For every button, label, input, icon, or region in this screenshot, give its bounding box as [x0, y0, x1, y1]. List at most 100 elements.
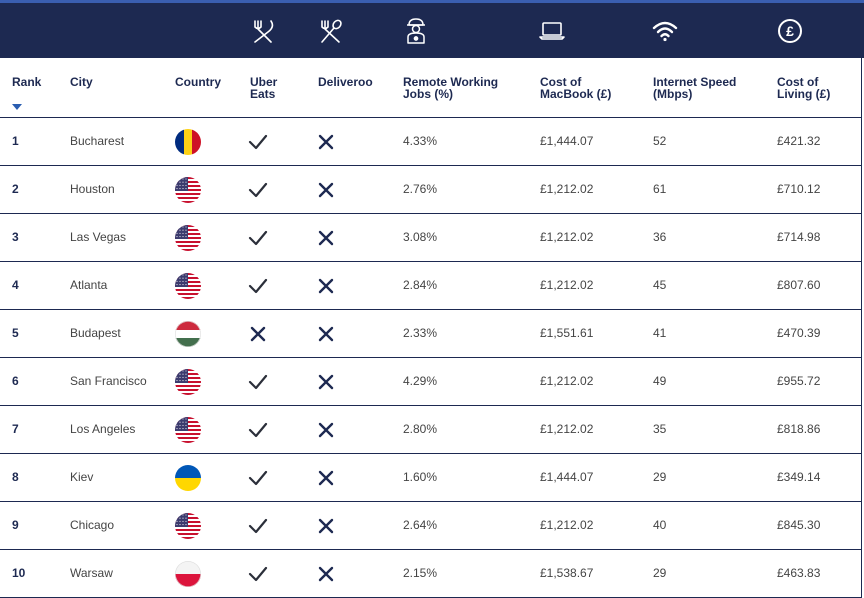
table-header: Rank City Country Uber Eats Deliveroo Rem…	[0, 58, 862, 118]
fork-spoon-icon	[317, 17, 345, 45]
remote-worker-icon	[402, 17, 430, 45]
macbook-cost-cell: £1,212.02	[540, 182, 594, 196]
cross-icon	[316, 324, 336, 344]
rank-cell: 5	[12, 326, 19, 340]
cross-icon	[316, 180, 336, 200]
table-row: 2 Houston 2.76% £1,212.02 61 £710.12	[0, 166, 862, 214]
poland-flag-icon	[175, 561, 201, 587]
remote-jobs-cell: 2.64%	[403, 518, 438, 532]
remote-jobs-cell: 2.76%	[403, 182, 438, 196]
deliveroo-column-header[interactable]: Deliveroo	[318, 75, 373, 89]
remote-jobs-cell: 1.60%	[403, 470, 438, 484]
city-cell: Atlanta	[70, 278, 108, 292]
cross-icon	[316, 276, 336, 296]
macbook-cost-cell: £1,212.02	[540, 422, 594, 436]
usa-flag-icon	[175, 273, 201, 299]
table-row: 1 Bucharest 4.33% £1,444.07 52 £421.32	[0, 118, 862, 166]
macbook-cost-cell: £1,212.02	[540, 374, 594, 388]
usa-flag-icon	[175, 513, 201, 539]
pound-icon: £	[776, 17, 804, 45]
cross-icon	[316, 468, 336, 488]
remote-jobs-cell: 4.33%	[403, 134, 438, 148]
cost-of-living-cell: £807.60	[777, 278, 821, 292]
macbook-cost-column-header[interactable]: Cost of MacBook (£)	[540, 75, 612, 101]
cost-of-living-cell: £463.83	[777, 566, 821, 580]
cost-of-living-cell: £470.39	[777, 326, 821, 340]
cost-of-living-column-header[interactable]: Cost of Living (£)	[777, 75, 831, 101]
cross-icon	[316, 372, 336, 392]
checkmark-icon	[248, 228, 268, 248]
sort-descending-icon[interactable]	[12, 104, 22, 110]
internet-speed-cell: 40	[653, 518, 667, 532]
internet-speed-cell: 29	[653, 470, 667, 484]
internet-speed-cell: 35	[653, 422, 667, 436]
header-icon-bar: £	[0, 0, 864, 58]
macbook-cost-cell: £1,212.02	[540, 518, 594, 532]
rank-cell: 4	[12, 278, 19, 292]
city-cell: Chicago	[70, 518, 115, 532]
table-row: 4 Atlanta 2.84% £1,212.02 45 £807.60	[0, 262, 862, 310]
table-row: 7 Los Angeles 2.80% £1,212.02 35 £818.86	[0, 406, 862, 454]
checkmark-icon	[248, 564, 268, 584]
country-column-header[interactable]: Country	[175, 75, 221, 89]
city-column-header[interactable]: City	[70, 75, 93, 89]
rank-cell: 6	[12, 374, 19, 388]
usa-flag-icon	[175, 225, 201, 251]
remote-jobs-column-header[interactable]: Remote Working Jobs (%)	[403, 75, 499, 101]
cross-icon	[316, 516, 336, 536]
internet-speed-cell: 61	[653, 182, 667, 196]
cost-of-living-cell: £349.14	[777, 470, 821, 484]
cross-icon	[316, 564, 336, 584]
cost-of-living-cell: £714.98	[777, 230, 821, 244]
table-row: 10 Warsaw 2.15% £1,538.67 29 £463.83	[0, 550, 862, 598]
cost-of-living-cell: £818.86	[777, 422, 821, 436]
city-cell: Budapest	[70, 326, 121, 340]
internet-speed-column-header[interactable]: Internet Speed (Mbps)	[653, 75, 737, 101]
macbook-cost-cell: £1,212.02	[540, 230, 594, 244]
macbook-cost-cell: £1,444.07	[540, 134, 594, 148]
table-row: 3 Las Vegas 3.08% £1,212.02 36 £714.98	[0, 214, 862, 262]
cost-of-living-cell: £955.72	[777, 374, 821, 388]
internet-speed-cell: 29	[653, 566, 667, 580]
macbook-cost-cell: £1,212.02	[540, 278, 594, 292]
remote-jobs-cell: 2.15%	[403, 566, 438, 580]
macbook-cost-cell: £1,551.61	[540, 326, 594, 340]
ranking-table: Rank City Country Uber Eats Deliveroo Rem…	[0, 58, 862, 598]
svg-text:£: £	[786, 23, 794, 39]
laptop-icon	[538, 17, 566, 45]
cross-icon	[316, 420, 336, 440]
usa-flag-icon	[175, 417, 201, 443]
city-cell: Houston	[70, 182, 115, 196]
cost-of-living-cell: £845.30	[777, 518, 821, 532]
checkmark-icon	[248, 372, 268, 392]
table-row: 8 Kiev 1.60% £1,444.07 29 £349.14	[0, 454, 862, 502]
usa-flag-icon	[175, 369, 201, 395]
macbook-cost-cell: £1,538.67	[540, 566, 594, 580]
checkmark-icon	[248, 180, 268, 200]
rank-cell: 9	[12, 518, 19, 532]
cross-icon	[316, 228, 336, 248]
table-row: 9 Chicago 2.64% £1,212.02 40 £845.30	[0, 502, 862, 550]
checkmark-icon	[248, 516, 268, 536]
city-cell: Los Angeles	[70, 422, 136, 436]
remote-jobs-cell: 4.29%	[403, 374, 438, 388]
checkmark-icon	[248, 276, 268, 296]
rank-cell: 2	[12, 182, 19, 196]
rank-cell: 10	[12, 566, 26, 580]
rank-column-header[interactable]: Rank	[12, 75, 42, 89]
rank-cell: 7	[12, 422, 19, 436]
internet-speed-cell: 45	[653, 278, 667, 292]
checkmark-icon	[248, 420, 268, 440]
city-cell: San Francisco	[70, 374, 147, 388]
remote-jobs-cell: 2.33%	[403, 326, 438, 340]
fork-knife-icon	[249, 17, 277, 45]
internet-speed-cell: 41	[653, 326, 667, 340]
internet-speed-cell: 52	[653, 134, 667, 148]
romania-flag-icon	[175, 129, 201, 155]
ukraine-flag-icon	[175, 465, 201, 491]
cost-of-living-cell: £421.32	[777, 134, 821, 148]
remote-jobs-cell: 2.84%	[403, 278, 438, 292]
internet-speed-cell: 36	[653, 230, 667, 244]
uber-eats-column-header[interactable]: Uber Eats	[250, 75, 278, 101]
table-row: 5 Budapest 2.33% £1,551.61 41 £470.39	[0, 310, 862, 358]
